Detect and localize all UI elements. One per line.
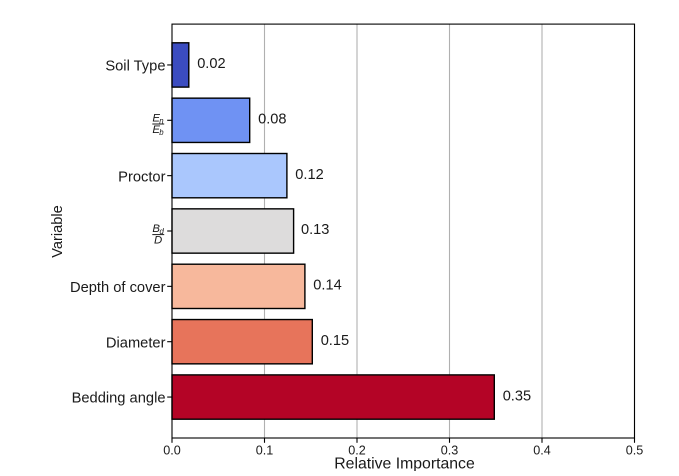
svg-text:B: B xyxy=(152,223,160,235)
svg-text:0.3: 0.3 xyxy=(441,444,459,458)
svg-text:E: E xyxy=(152,112,160,124)
svg-text:0.2: 0.2 xyxy=(348,444,366,458)
svg-text:E: E xyxy=(152,124,160,136)
svg-text:Bedding angle: Bedding angle xyxy=(72,391,166,407)
svg-text:Depth of cover: Depth of cover xyxy=(70,280,166,296)
svg-text:0.1: 0.1 xyxy=(256,444,274,458)
svg-text:Soil Type: Soil Type xyxy=(105,59,165,75)
svg-text:0.5: 0.5 xyxy=(626,444,644,458)
svg-text:0.13: 0.13 xyxy=(301,222,329,238)
svg-text:0.0: 0.0 xyxy=(163,444,181,458)
svg-text:b: b xyxy=(159,128,164,137)
svg-text:D: D xyxy=(154,235,162,247)
svg-text:Relative Importance: Relative Importance xyxy=(334,456,475,471)
svg-text:0.08: 0.08 xyxy=(258,112,286,128)
svg-text:Variable: Variable xyxy=(50,205,66,257)
svg-text:0.12: 0.12 xyxy=(295,167,323,183)
svg-text:0.14: 0.14 xyxy=(313,278,341,294)
svg-text:0.4: 0.4 xyxy=(533,444,551,458)
svg-text:0.35: 0.35 xyxy=(503,388,531,404)
svg-text:Proctor: Proctor xyxy=(118,169,165,185)
svg-text:d: d xyxy=(160,227,165,236)
svg-text:0.02: 0.02 xyxy=(197,56,225,72)
svg-text:n: n xyxy=(159,116,163,125)
svg-text:0.15: 0.15 xyxy=(321,333,349,349)
svg-text:Diameter: Diameter xyxy=(106,335,166,351)
